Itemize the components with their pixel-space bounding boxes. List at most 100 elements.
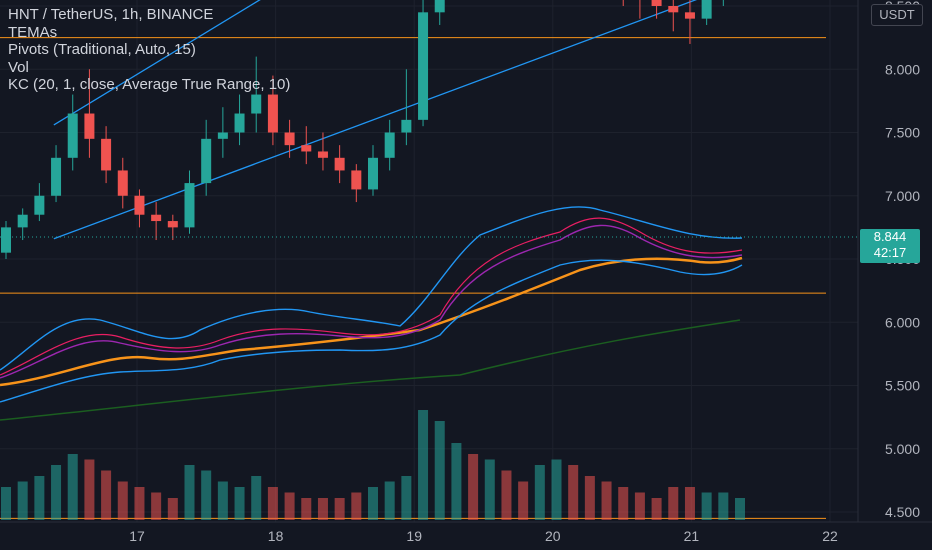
candle-body [301, 145, 312, 152]
volume-bar [534, 465, 545, 520]
candle-body [267, 94, 278, 133]
volume-bar [568, 465, 579, 520]
candle-body [134, 195, 145, 215]
volume-bar [1, 487, 11, 520]
price-tick-label: 5.500 [885, 378, 920, 394]
volume-bar [301, 498, 312, 520]
candle-body [84, 113, 95, 139]
volume-bar [117, 481, 128, 520]
volume-bar [684, 487, 695, 520]
volume-bar [368, 487, 378, 520]
price-tick-label: 8.000 [885, 61, 920, 77]
candle-body [384, 132, 395, 158]
symbol-title[interactable]: HNT / TetherUS, 1h, BINANCE [8, 6, 214, 23]
chart-legend: HNT / TetherUS, 1h, BINANCE TEMAs Pivots… [8, 6, 290, 94]
price-tick-label: 6.000 [885, 314, 920, 330]
volume-bar [418, 410, 429, 520]
trend-line-upper[interactable] [53, 0, 791, 126]
volume-bar [735, 498, 745, 520]
volume-bar [651, 498, 662, 520]
candles [1, 0, 724, 259]
study-keltner[interactable]: KC (20, 1, close, Average True Range, 10… [8, 76, 291, 93]
candle-body [201, 138, 212, 184]
bar-countdown: 42:17 [873, 245, 907, 260]
candle-body [67, 113, 78, 158]
volume-bar [484, 459, 495, 520]
candle-body [217, 132, 228, 139]
volume-bar [317, 498, 328, 520]
time-tick-label: 22 [822, 528, 838, 544]
study-temas[interactable]: TEMAs [8, 23, 58, 41]
volume-bar [701, 492, 712, 520]
volume-bar [384, 481, 395, 520]
volume-bar [601, 481, 612, 520]
price-axis[interactable]: 4.5005.0005.5006.0006.5007.0007.5008.000… [877, 0, 920, 520]
candle-body [167, 221, 178, 228]
volume-bar [184, 465, 195, 520]
price-tick-label: 4.500 [885, 504, 920, 520]
candle-body [368, 157, 378, 190]
candle-body [1, 227, 11, 253]
candle-body [434, 0, 445, 13]
volume-bar [267, 487, 278, 520]
volume-bar [501, 470, 512, 520]
volume-bar [34, 476, 45, 520]
volume-bar [151, 492, 162, 520]
price-tick-label: 7.000 [885, 188, 920, 204]
volume-bar [351, 492, 362, 520]
study-pivots[interactable]: Pivots (Traditional, Auto, 15) [8, 41, 196, 58]
volume-bar [167, 498, 178, 520]
candle-body [351, 170, 362, 190]
candle-body [317, 151, 328, 158]
candle-body [651, 0, 662, 6]
candle-body [184, 183, 195, 228]
tema-pink-line [0, 217, 743, 376]
kc-upper-line [0, 206, 743, 371]
volume-bar [67, 454, 78, 520]
candle-body [284, 132, 295, 146]
volume-bar [334, 498, 345, 520]
volume-bar [668, 487, 679, 520]
time-tick-label: 17 [129, 528, 145, 544]
candle-body [668, 6, 679, 13]
volume-bar [17, 481, 28, 520]
long-ma-line [0, 319, 741, 421]
tema-orange-line [0, 256, 743, 387]
candle-body [117, 170, 128, 196]
volume-bar [101, 470, 112, 520]
price-tick-label: 5.000 [885, 441, 920, 457]
time-tick-label: 20 [545, 528, 561, 544]
time-axis[interactable]: 17 18 19 20 21 22 [129, 528, 838, 544]
candle-body [151, 214, 162, 222]
volume-bar [284, 492, 295, 520]
tema-purple-line [0, 224, 743, 379]
moving-average-lines [0, 206, 743, 421]
volume-bar [84, 459, 95, 520]
volume-bar [234, 487, 245, 520]
volume-bar [468, 454, 479, 520]
last-price-value: 8.844 [873, 229, 907, 244]
time-tick-label: 18 [268, 528, 284, 544]
volume-bar [584, 476, 595, 520]
last-price-tag: 8.844 42:17 [860, 229, 920, 263]
volume-bar [718, 492, 729, 520]
kc-lower-line [0, 259, 743, 403]
volume-bar [251, 476, 262, 520]
volume-bar [401, 476, 412, 520]
time-tick-label: 19 [406, 528, 422, 544]
candle-body [418, 12, 429, 120]
currency-button[interactable]: USDT [871, 4, 923, 26]
candle-body [101, 138, 112, 171]
time-tick-label: 21 [684, 528, 700, 544]
candle-body [34, 195, 45, 215]
volume-bar [518, 481, 529, 520]
study-volume[interactable]: Vol [8, 58, 29, 76]
candle-body [334, 157, 345, 171]
volume-bar [618, 487, 629, 520]
price-tick-label: 7.500 [885, 125, 920, 141]
volume-bar [51, 465, 62, 520]
candle-body [51, 157, 62, 196]
volume-bar [551, 459, 562, 520]
volume-bar [434, 421, 445, 520]
